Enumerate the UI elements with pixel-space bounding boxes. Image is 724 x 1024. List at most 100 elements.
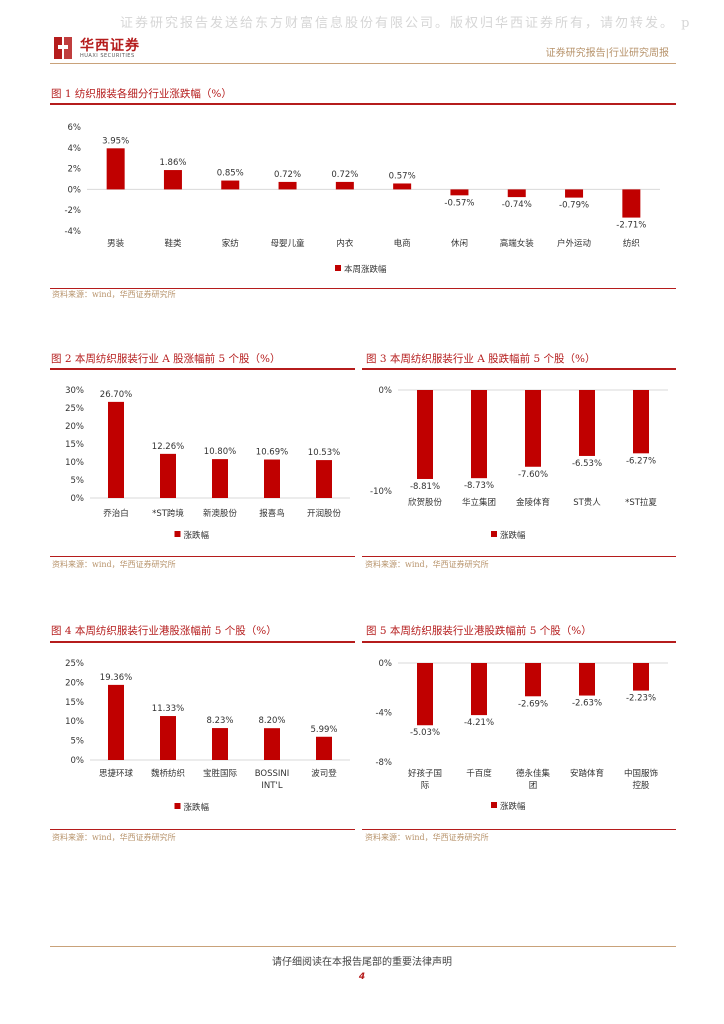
category-label: 乔治白 — [103, 508, 129, 519]
y-tick-label: 25% — [65, 659, 84, 669]
data-label: -2.23% — [626, 694, 656, 704]
logo-english-name: HUAXI SECURITIES — [80, 53, 135, 59]
bar — [212, 459, 228, 498]
data-label: 12.26% — [152, 442, 184, 452]
y-tick-label: 10% — [65, 717, 84, 727]
y-tick-label: 0% — [68, 185, 82, 195]
y-tick-label: -4% — [64, 227, 81, 237]
y-tick-label: -8% — [375, 758, 392, 768]
category-label: 宝胜国际 — [203, 768, 238, 779]
bar — [106, 148, 125, 190]
y-tick-label: 20% — [65, 422, 84, 432]
data-label: -5.03% — [410, 728, 440, 738]
category-label: 男装 — [107, 238, 125, 249]
data-label: -2.71% — [616, 221, 646, 231]
data-label: 0.72% — [331, 170, 358, 180]
category-label: 华立集团 — [462, 497, 496, 508]
bar — [417, 663, 433, 726]
data-label: 8.23% — [206, 716, 233, 726]
y-tick-label: 5% — [71, 476, 85, 486]
category-label: *ST跨境 — [152, 508, 184, 519]
data-label: -0.57% — [444, 198, 474, 208]
bar — [278, 181, 297, 190]
bar — [335, 181, 354, 190]
legend-swatch — [174, 803, 181, 809]
y-tick-label: 0% — [379, 386, 393, 396]
legal-disclaimer: 请仔细阅读在本报告尾部的重要法律声明 — [272, 957, 452, 968]
category-label: 鞋类 — [164, 238, 182, 249]
data-label: 10.69% — [256, 448, 288, 458]
y-tick-label: -4% — [375, 709, 392, 719]
category-label: 纺织 — [623, 238, 640, 249]
data-label: 3.95% — [102, 136, 129, 146]
bar — [450, 189, 469, 196]
category-label: 中国服饰 — [624, 768, 659, 779]
category-label: BOSSINI — [255, 769, 290, 779]
legend-label: 涨跌幅 — [500, 530, 526, 541]
y-tick-label: -2% — [64, 206, 81, 216]
category-label: 休闲 — [451, 238, 468, 249]
data-label: -4.21% — [464, 718, 494, 728]
legend-swatch — [491, 531, 497, 537]
huaxi-logo-icon — [54, 37, 72, 59]
data-label: -7.60% — [518, 470, 548, 480]
y-tick-label: 4% — [68, 144, 82, 154]
category-label: 开润股份 — [307, 508, 342, 519]
logo-chinese-name: 华西证券 — [80, 38, 140, 54]
data-label: 19.36% — [100, 673, 132, 683]
data-label: 11.33% — [152, 704, 184, 714]
category-label: 安踏体育 — [570, 768, 604, 779]
figure-4-source: 资料来源：wind，华西证券研究所 — [52, 833, 176, 842]
bar — [507, 189, 526, 198]
category-label: 家纺 — [222, 238, 240, 249]
category-label: 波司登 — [311, 768, 337, 779]
category-label: INT'L — [261, 781, 282, 791]
data-label: 0.57% — [389, 171, 416, 181]
data-label: -2.69% — [518, 699, 548, 709]
category-label: 团 — [529, 781, 538, 791]
y-tick-label: 15% — [65, 440, 84, 450]
data-label: 0.85% — [217, 169, 244, 179]
bar — [622, 189, 641, 218]
figure-1-panel: 6% 4% 2% 0% -2% -4% 3.95% 男装 1.86% 鞋类 0.85% 家纺 0.72%… — [50, 103, 676, 289]
figure-5-panel: 0% -4% -8% -5.03% 好孩子国际 -4.21% 千百度 -2.69% 德永佳集团 -… — [362, 641, 676, 830]
figure-2-title: 图 2 本周纺织服装行业 A 股涨幅前 5 个股（%） — [51, 353, 281, 365]
category-label: 报喜鸟 — [259, 508, 285, 519]
data-label: -8.73% — [464, 481, 494, 491]
legend-label: 涨跌幅 — [500, 801, 526, 812]
page-number: 4 — [358, 972, 366, 982]
data-label: 8.20% — [258, 716, 285, 726]
bar — [525, 663, 541, 697]
bar — [471, 663, 487, 716]
category-label: 控股 — [632, 780, 650, 791]
bar — [264, 728, 280, 760]
data-label: 0.72% — [274, 170, 301, 180]
footer-divider — [50, 946, 676, 947]
figure-4-title: 图 4 本周纺织服装行业港股涨幅前 5 个股（%） — [51, 625, 277, 637]
bar — [633, 663, 649, 691]
category-label: 德永佳集 — [516, 768, 551, 779]
figure-3-chart: 0% -10% -8.81% 欣贺股份 -8.73% 华立集团 -7.60% 金陵体育 -6.5… — [370, 386, 668, 541]
bar — [108, 401, 124, 498]
category-label: *ST拉夏 — [625, 497, 657, 508]
y-tick-label: 25% — [65, 404, 84, 414]
category-label: 魏桥纺织 — [151, 768, 185, 779]
y-tick-label: 0% — [71, 494, 85, 504]
legend-label: 涨跌幅 — [184, 802, 210, 813]
bar — [316, 736, 332, 760]
data-label: -8.81% — [410, 482, 440, 492]
data-label: 26.70% — [100, 390, 132, 400]
figure-1-chart: 6% 4% 2% 0% -2% -4% 3.95% 男装 1.86% 鞋类 0.85% 家纺 0.72%… — [64, 123, 660, 275]
legend-label: 涨跌幅 — [184, 530, 210, 541]
y-tick-label: 0% — [71, 756, 85, 766]
bar — [316, 460, 332, 498]
bar — [579, 390, 595, 456]
report-type-label: 证券研究报告|行业研究周报 — [545, 48, 669, 59]
category-label: 户外运动 — [557, 238, 592, 249]
category-label: 内衣 — [336, 238, 354, 249]
category-label: 高端女装 — [500, 238, 535, 249]
y-tick-label: 10% — [65, 458, 84, 468]
figure-2-chart: 30% 25% 20% 15% 10% 5% 0% 26.70% 乔治白 12.26% *ST跨境 1… — [65, 386, 350, 541]
data-label: -0.79% — [559, 201, 589, 211]
data-label: 5.99% — [310, 725, 337, 735]
